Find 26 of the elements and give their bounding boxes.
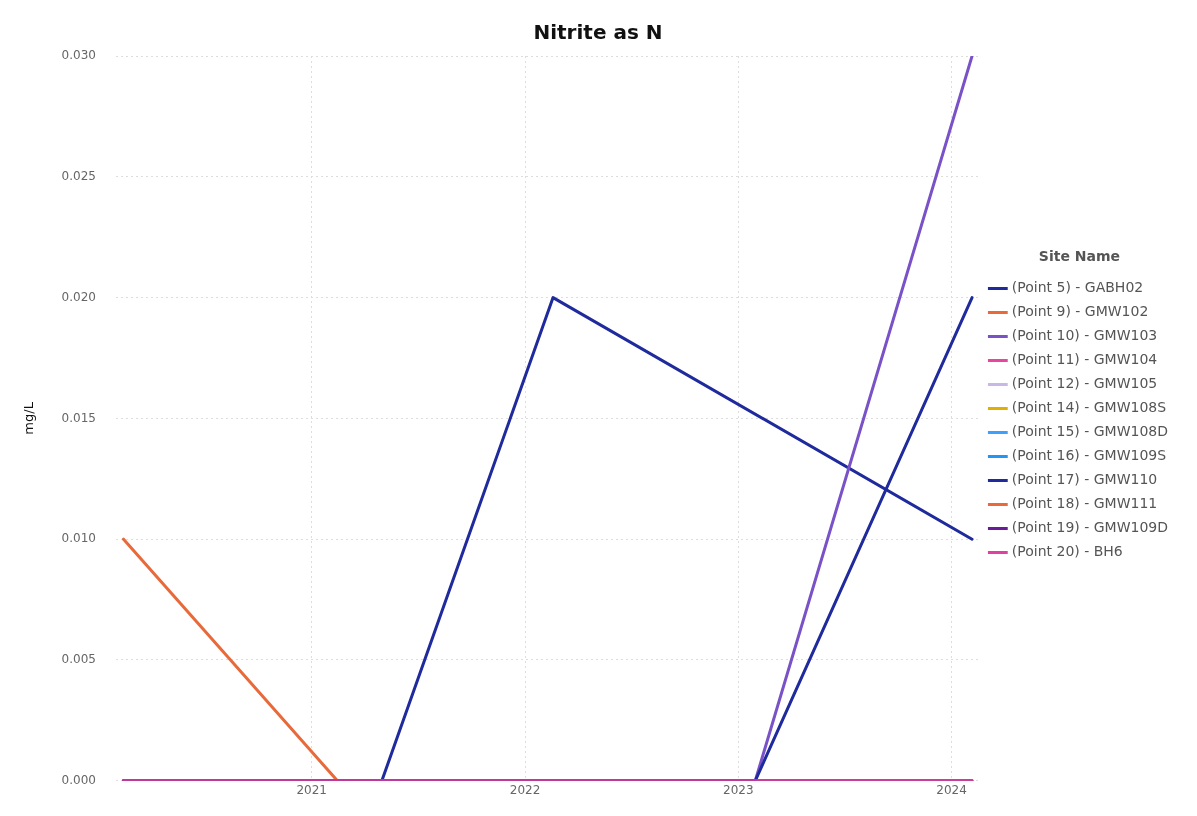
legend-label: (Point 16) - GMW109S bbox=[1011, 447, 1167, 464]
x-tick-label: 2022 bbox=[509, 783, 541, 798]
chart-title: Nitrite as N bbox=[533, 20, 663, 45]
legend-label: (Point 9) - GMW102 bbox=[1011, 303, 1149, 320]
legend-label: (Point 5) - GABH02 bbox=[1011, 279, 1144, 296]
legend-label: (Point 20) - BH6 bbox=[1011, 543, 1123, 560]
y-tick-label: 0.020 bbox=[61, 289, 96, 304]
x-tick-label: 2021 bbox=[296, 783, 327, 798]
legend-label: (Point 15) - GMW108D bbox=[1011, 423, 1169, 440]
x-tick-label: 2024 bbox=[936, 783, 967, 798]
y-tick-label: 0.010 bbox=[61, 531, 96, 546]
legend-label: (Point 11) - GMW104 bbox=[1011, 351, 1158, 368]
legend-title: Site Name bbox=[1038, 248, 1121, 265]
y-tick-label: 0.000 bbox=[61, 772, 96, 787]
legend-label: (Point 17) - GMW110 bbox=[1011, 471, 1158, 488]
y-tick-label: 0.005 bbox=[61, 652, 96, 667]
y-tick-label: 0.025 bbox=[61, 168, 96, 183]
legend-label: (Point 19) - GMW109D bbox=[1011, 519, 1169, 536]
legend-label: (Point 10) - GMW103 bbox=[1011, 327, 1158, 344]
x-tick-label: 2023 bbox=[723, 783, 754, 798]
y-tick-label: 0.030 bbox=[61, 48, 96, 63]
y-tick-label: 0.015 bbox=[61, 410, 96, 425]
legend-label: (Point 12) - GMW105 bbox=[1011, 375, 1158, 392]
legend-label: (Point 18) - GMW111 bbox=[1011, 495, 1158, 512]
legend-label: (Point 14) - GMW108S bbox=[1011, 399, 1167, 416]
y-axis-title: mg/L bbox=[21, 401, 37, 435]
